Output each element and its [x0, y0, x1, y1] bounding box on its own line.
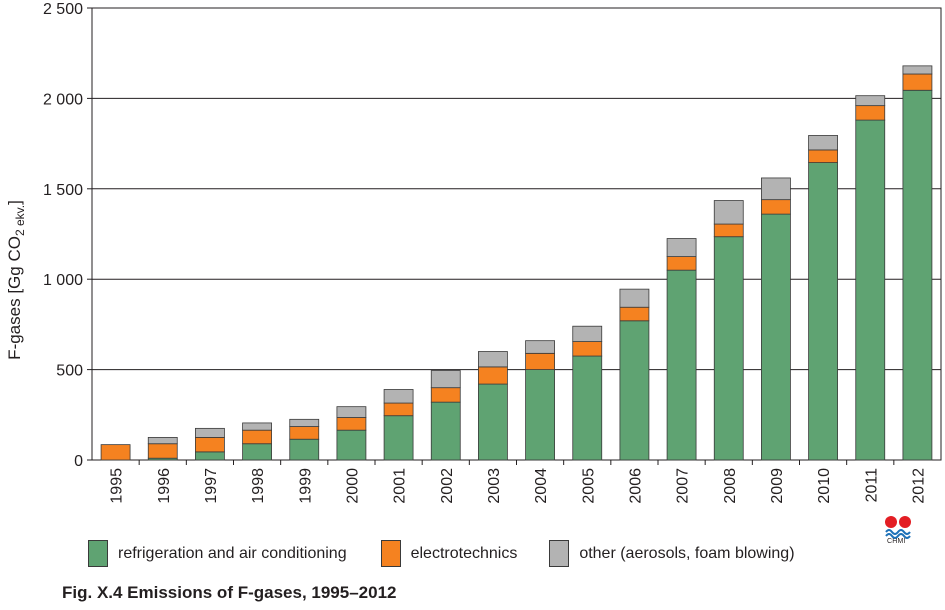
- chmi-logo-icon: [885, 516, 911, 539]
- bar-segment-electrotechnics-1997: [195, 436, 225, 453]
- bar-segment-other-1997: [195, 427, 225, 438]
- bar-segment-electrotechnics-1996: [147, 443, 178, 459]
- x-tick-label: 1997: [203, 468, 220, 504]
- x-tick-label: 2009: [769, 468, 786, 504]
- x-tick-label: 1995: [109, 468, 126, 504]
- bar-segment-electrotechnics-2006: [619, 306, 650, 322]
- bar-segment-refrigeration-2012: [902, 89, 933, 461]
- x-tick-label: 2011: [863, 468, 880, 503]
- x-tick-label: 2000: [344, 468, 361, 504]
- x-tick-label: 2006: [627, 468, 644, 504]
- x-tick-label: 1996: [156, 468, 173, 504]
- bar-segment-other-1996: [147, 436, 178, 445]
- legend-label-refrigeration: refrigeration and air conditioning: [118, 544, 347, 562]
- bar-segment-electrotechnics-2003: [478, 366, 508, 385]
- legend-swatch-electrotechnics: [380, 540, 401, 567]
- bar-segment-other-2003: [478, 351, 508, 368]
- bar-segment-electrotechnics-2001: [383, 402, 414, 417]
- bar-segment-refrigeration-1999: [289, 438, 320, 461]
- y-axis-label: F-gases [Gg CO2 ekv.]: [5, 200, 27, 360]
- bar-segment-other-2005: [572, 325, 603, 342]
- bar-segment-other-2002: [430, 370, 461, 389]
- y-axis-ticks: 0 500 1 000 1 500 2 000 2 500: [43, 1, 92, 470]
- x-tick-label: 1998: [250, 468, 267, 504]
- bar-segment-electrotechnics-2008: [713, 223, 744, 238]
- legend-swatch-refrigeration: [88, 540, 108, 567]
- bar-segment-electrotechnics-1998: [242, 429, 272, 445]
- bars: [100, 65, 933, 461]
- bar-segment-refrigeration-2002: [430, 401, 461, 461]
- x-tick-label: 2012: [910, 468, 927, 504]
- bar-segment-refrigeration-2007: [666, 269, 697, 461]
- bar-segment-other-2001: [383, 389, 414, 404]
- bar-segment-electrotechnics-2000: [336, 417, 367, 431]
- bar-segment-other-2004: [525, 340, 555, 354]
- bar-segment-other-2006: [619, 288, 650, 308]
- x-tick-label: 1999: [297, 468, 314, 504]
- bar-segment-electrotechnics-2002: [430, 387, 461, 403]
- x-tick-label: 2007: [675, 468, 692, 504]
- y-tick-label: 1 000: [43, 272, 83, 289]
- bar-segment-electrotechnics-2012: [902, 73, 933, 91]
- bar-segment-electrotechnics-2004: [525, 352, 555, 371]
- bar-segment-refrigeration-2009: [761, 213, 791, 461]
- bar-segment-other-1999: [289, 418, 320, 427]
- legend-item-refrigeration: refrigeration and air conditioning: [88, 540, 347, 567]
- bar-segment-refrigeration-2011: [855, 119, 886, 461]
- y-tick-label: 0: [74, 453, 83, 470]
- bar-segment-other-2011: [855, 95, 886, 107]
- chmi-logo-text: CHMI: [887, 538, 906, 545]
- legend-item-electrotechnics: electrotechnics: [380, 540, 518, 567]
- bar-segment-refrigeration-2003: [478, 383, 508, 461]
- bar-segment-other-2010: [808, 135, 838, 151]
- bar-segment-electrotechnics-1995: [100, 444, 131, 461]
- bar-segment-other-2007: [666, 238, 697, 258]
- x-tick-label: 2004: [533, 468, 550, 504]
- x-tick-label: 2010: [816, 468, 833, 504]
- bar-segment-electrotechnics-2005: [572, 341, 603, 357]
- bar-segment-other-2008: [713, 200, 744, 225]
- x-tick-label: 2003: [486, 468, 503, 504]
- bar-segment-refrigeration-1998: [242, 443, 272, 461]
- x-tick-label: 2008: [722, 468, 739, 504]
- legend-swatch-other: [549, 540, 570, 567]
- y-tick-label: 500: [56, 363, 83, 380]
- x-axis-ticks: 1995 1996 1997 1998 1999 2000 2001 2002 2003 2004…: [109, 460, 927, 504]
- bar-segment-electrotechnics-2009: [761, 199, 791, 215]
- bar-segment-refrigeration-2000: [336, 429, 367, 461]
- bar-segment-electrotechnics-2011: [855, 105, 886, 121]
- bar-segment-other-2000: [336, 406, 367, 418]
- bar-segment-refrigeration-2001: [383, 415, 414, 461]
- y-axis-label-subscript: 2 ekv.: [13, 205, 27, 236]
- legend-label-other: other (aerosols, foam blowing): [579, 544, 795, 562]
- y-tick-label: 2 500: [43, 1, 83, 18]
- bar-segment-refrigeration-2005: [572, 355, 603, 461]
- bar-segment-refrigeration-1997: [195, 451, 225, 461]
- x-tick-label: 2001: [392, 468, 409, 504]
- bar-segment-electrotechnics-2007: [666, 256, 697, 271]
- bar-segment-refrigeration-2008: [713, 236, 744, 461]
- y-tick-label: 2 000: [43, 91, 83, 108]
- legend-item-other: other (aerosols, foam blowing): [549, 540, 795, 567]
- bar-segment-other-2009: [761, 177, 791, 201]
- bar-segment-refrigeration-2004: [525, 369, 555, 461]
- legend-label-electrotechnics: electrotechnics: [410, 544, 518, 562]
- legend: refrigeration and air conditioning elect…: [88, 540, 829, 567]
- bar-segment-electrotechnics-1999: [289, 426, 320, 440]
- x-tick-label: 2005: [580, 468, 597, 504]
- bar-segment-electrotechnics-2010: [808, 149, 838, 163]
- figure-caption: Fig. X.4 Emissions of F-gases, 1995–2012: [62, 583, 397, 602]
- bar-segment-refrigeration-2006: [619, 320, 650, 461]
- bar-segment-refrigeration-2010: [808, 162, 838, 461]
- bar-segment-other-2012: [902, 65, 933, 75]
- bar-segment-other-1998: [242, 422, 272, 431]
- y-tick-label: 1 500: [43, 182, 83, 199]
- x-tick-label: 2002: [439, 468, 456, 504]
